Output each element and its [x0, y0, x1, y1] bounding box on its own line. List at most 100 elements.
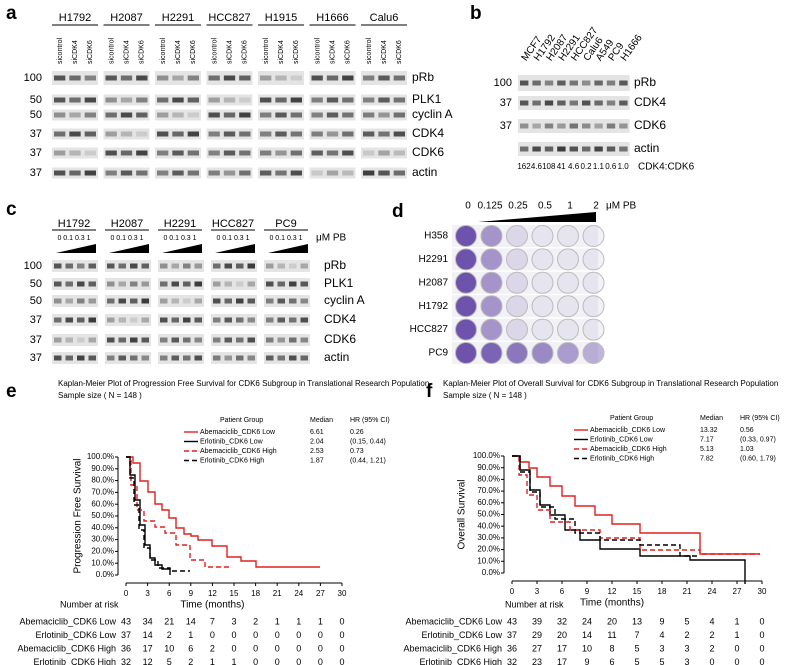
- blot-bg: [158, 295, 204, 307]
- x-tick-label: 9: [189, 589, 194, 598]
- y-tick-label: 10.0%: [477, 556, 500, 565]
- km-curves-f: [512, 455, 760, 584]
- ratio: 0.6: [605, 162, 617, 171]
- blot-band: [208, 112, 220, 118]
- y-tick-label: 70.0%: [477, 486, 500, 495]
- colony-well: [455, 295, 477, 318]
- legend-entry: Erlotinib_CDK6 High: [590, 455, 654, 462]
- blot-band: [520, 146, 529, 152]
- blot-band: [157, 97, 169, 103]
- blot-bg: [211, 295, 257, 307]
- blot-band: [77, 281, 85, 287]
- blot-bg: [158, 314, 204, 326]
- doses: 0 0.1 0.3 1: [269, 235, 302, 242]
- cell-line: H2087: [419, 277, 449, 288]
- doses: 0 0.1 0.3 1: [57, 235, 90, 242]
- blot-band: [187, 150, 199, 156]
- blot-band: [300, 337, 308, 343]
- risk-count: 2: [210, 643, 215, 653]
- cell-line: H1792: [58, 218, 90, 230]
- colony-well: [455, 248, 477, 271]
- risk-group: Erlotinib_CDK6 High: [33, 657, 116, 665]
- blot-bg: [52, 260, 98, 272]
- blot-band: [224, 263, 232, 269]
- km-curves-e: [126, 456, 320, 575]
- blot-band: [213, 281, 221, 287]
- blot-band: [208, 170, 220, 176]
- blot-band: [619, 80, 628, 86]
- risk-count: 4: [659, 630, 664, 640]
- protein: CDK4: [412, 126, 444, 140]
- risk-count: 1: [296, 616, 301, 626]
- legend-entry: 0.56: [740, 427, 754, 434]
- blot-band: [84, 75, 96, 81]
- lane-label: sicontrol: [160, 37, 167, 64]
- risk-group: Abemaciclib_CDK6 High: [403, 643, 502, 653]
- blot-band: [594, 123, 603, 129]
- doses: 0 0.1 0.3 1: [216, 235, 249, 242]
- blot-band: [239, 112, 251, 118]
- cell-line: HCC827: [212, 218, 254, 230]
- risk-count: 32: [121, 657, 131, 665]
- risk-count: 2: [709, 643, 714, 653]
- blot-band: [239, 150, 251, 156]
- blot-band: [120, 170, 133, 176]
- dose: 0: [465, 201, 471, 212]
- legend-header: HR (95% CI): [740, 415, 780, 422]
- blot-band: [311, 97, 323, 103]
- x-tick-label: 6: [560, 587, 565, 596]
- protein: CDK4: [324, 312, 356, 326]
- blot-band: [277, 317, 285, 323]
- blot-band: [300, 355, 308, 361]
- risk-count: 0: [296, 643, 301, 653]
- y-tick-label: 40.0%: [477, 521, 500, 530]
- legend-entry: Erlotinib_CDK6 High: [200, 457, 264, 464]
- blot-band: [171, 355, 179, 361]
- blot-band: [120, 75, 133, 81]
- blot-band: [326, 75, 339, 81]
- y-tick-label: 10.0%: [91, 558, 114, 567]
- blot-band: [54, 281, 62, 287]
- blot-band: [54, 75, 66, 81]
- blot-band: [393, 150, 405, 156]
- blot-band: [77, 355, 85, 361]
- blot-band: [136, 170, 148, 176]
- mw-marker: 50: [30, 278, 42, 290]
- cell-line: H2291: [162, 12, 194, 24]
- lane-label: siCDK6: [138, 40, 145, 64]
- blot-bg: [105, 352, 151, 364]
- risk-count: 1: [275, 616, 280, 626]
- blot-band: [260, 170, 272, 176]
- legend-entry: 0.73: [350, 448, 364, 455]
- colony-well: [531, 318, 554, 341]
- blot-band: [606, 100, 616, 106]
- blot-band: [77, 263, 85, 269]
- colony-well: [506, 271, 528, 294]
- blot-band: [160, 263, 168, 269]
- mw-marker: 50: [30, 109, 42, 121]
- blot-band: [557, 123, 566, 129]
- blot-band: [342, 150, 354, 156]
- blot-band: [223, 170, 236, 176]
- blot-band: [183, 263, 191, 269]
- blot-band: [290, 170, 302, 176]
- blot-band: [105, 170, 117, 176]
- blot-band: [84, 170, 96, 176]
- mw-marker: 37: [30, 352, 42, 364]
- cell-line: H1915: [265, 12, 297, 24]
- colony-well: [557, 295, 579, 318]
- risk-count: 14: [143, 630, 153, 640]
- dose-wedge: [478, 212, 596, 222]
- blot-band: [107, 263, 115, 269]
- blot-band: [172, 97, 184, 103]
- blot-band: [236, 355, 244, 361]
- colony-well: [480, 271, 503, 294]
- blot-band: [194, 281, 202, 287]
- blot-band: [171, 337, 179, 343]
- legend-entry: 1.03: [740, 446, 754, 453]
- blot-bg: [105, 260, 151, 272]
- blot-band: [260, 131, 272, 137]
- colony-well: [582, 225, 605, 247]
- ratio: 162: [517, 162, 531, 171]
- blot-band: [54, 150, 66, 156]
